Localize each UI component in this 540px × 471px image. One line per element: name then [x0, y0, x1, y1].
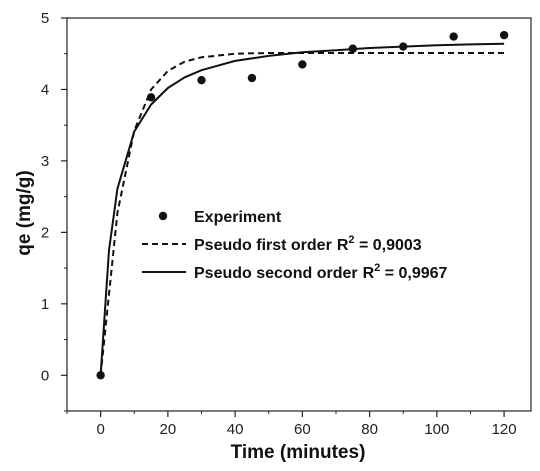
experiment-point [499, 30, 509, 40]
x-axis-title: Time (minutes) [231, 442, 366, 463]
x-tick-label: 80 [361, 421, 378, 438]
x-tick-label: 20 [160, 421, 177, 438]
experiment-point [146, 93, 156, 102]
x-tick-label: 100 [424, 421, 449, 438]
x-tick-label: 40 [227, 421, 244, 438]
y-tick-label: 1 [41, 296, 49, 313]
y-tick-label: 2 [41, 224, 49, 241]
plot-frame [66, 17, 532, 412]
series-layer [96, 30, 509, 380]
legend: Experiment Pseudo first order R2 = 0,9003… [142, 209, 448, 282]
experiment-point [298, 60, 307, 69]
experiment-point [197, 75, 206, 85]
experiment-point [348, 44, 357, 53]
legend-r2-value-first-order: = 0,9003 [355, 237, 422, 254]
legend-name-second-order: Pseudo second order [194, 265, 358, 282]
pseudo-second-order-line [99, 42, 505, 376]
legend-r2-sup-second-order: 2 [374, 262, 380, 274]
experiment-point [96, 371, 105, 380]
experiment-point [449, 32, 458, 41]
legend-r2-first-order: R [337, 237, 349, 254]
y-tick-label: 0 [41, 367, 49, 384]
y-tick-label: 5 [41, 10, 49, 27]
legend-r2-second-order: R [363, 265, 375, 282]
legend-name-first-order: Pseudo first order [194, 237, 332, 254]
experiment-point [247, 73, 257, 83]
x-tick-label: 60 [294, 421, 311, 438]
legend-r2-sup-first-order: 2 [348, 234, 354, 246]
y-tick-label: 3 [41, 153, 49, 170]
axes [66, 17, 532, 412]
y-tick-label: 4 [41, 81, 49, 98]
legend-label-first-order: Pseudo first order R2 = 0,9003 [194, 234, 422, 254]
experiment-point [399, 42, 408, 51]
x-tick-label: 120 [492, 421, 517, 438]
y-axis-title: qe (mg/g) [14, 170, 35, 256]
pseudo-first-order-line [99, 52, 505, 376]
legend-label-experiment: Experiment [194, 209, 282, 226]
legend-r2-value-second-order: = 0,9967 [380, 265, 447, 282]
legend-marker-experiment [158, 211, 168, 221]
x-tick-label: 0 [96, 421, 104, 438]
ticks: 0 20 40 60 80 100 120 0 1 2 3 4 5 [41, 10, 517, 438]
legend-label-second-order: Pseudo second order R2 = 0,9967 [194, 262, 448, 282]
